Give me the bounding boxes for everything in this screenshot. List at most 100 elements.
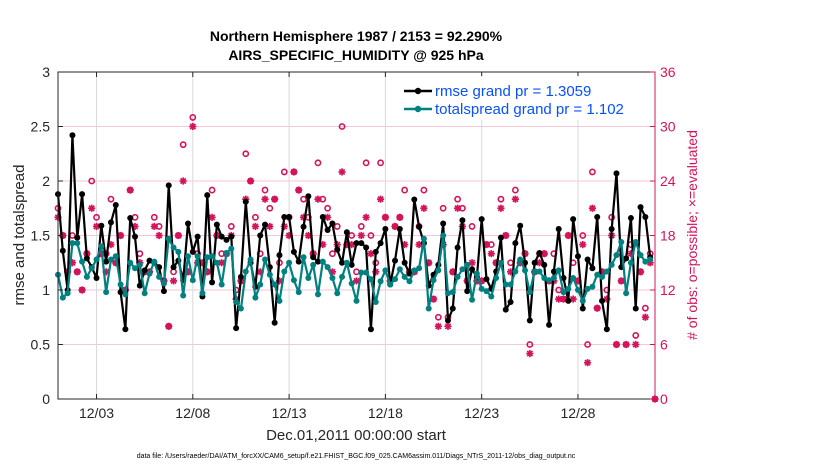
spread-point [608, 261, 615, 268]
evaluated-obs-marker [588, 204, 597, 212]
rmse-point [478, 216, 485, 223]
evaluated-obs-marker [338, 168, 346, 176]
spread-point [329, 275, 336, 282]
evaluated-obs-marker [126, 186, 134, 194]
rmse-point [286, 213, 293, 220]
possible-obs-marker [401, 186, 409, 194]
possible-obs-marker [584, 341, 591, 348]
evaluated-obs-stroke [319, 241, 326, 248]
possible-obs-marker [377, 159, 384, 167]
spread-point [367, 276, 374, 283]
evaluated-obs-stroke [488, 250, 495, 257]
spread-point [440, 232, 447, 239]
spread-point [522, 267, 529, 274]
rmse-point [165, 182, 172, 189]
spread-point [103, 289, 110, 296]
evaluated-obs-stroke [642, 314, 649, 321]
spread-point [189, 277, 196, 284]
evaluated-obs-marker [88, 204, 96, 212]
possible-obs-marker [88, 177, 96, 185]
legend-box [400, 76, 650, 120]
possible-obs-marker [208, 186, 216, 194]
spread-point [507, 281, 514, 288]
evaluated-obs-stroke [74, 268, 81, 276]
evaluated-obs-marker [189, 122, 197, 131]
evaluated-obs-marker [367, 250, 375, 258]
rmse-point [531, 259, 538, 266]
evaluated-obs-stroke [613, 341, 620, 348]
rmse-point [483, 276, 490, 283]
spread-point [637, 252, 644, 259]
spread-point [531, 268, 538, 275]
rmse-point [502, 306, 509, 313]
possible-obs-marker [507, 259, 514, 267]
evaluated-obs-stroke [589, 205, 596, 212]
rmse-point [79, 191, 86, 198]
evaluated-obs-stroke [526, 350, 534, 357]
evaluated-obs-stroke [175, 232, 182, 239]
evaluated-obs-marker [271, 195, 279, 203]
rmse-line [56, 134, 652, 331]
rmse-point [406, 270, 413, 277]
rmse-point [541, 261, 548, 268]
x-tick-label: 12/18 [368, 405, 403, 421]
evaluated-obs-stroke [584, 359, 591, 366]
evaluated-obs-marker [174, 231, 182, 240]
rmse-point [93, 275, 100, 282]
rmse-point [464, 288, 471, 295]
spread-point [464, 261, 471, 268]
spread-point [613, 252, 620, 259]
evaluated-obs-stroke [353, 277, 360, 285]
spread-point [122, 291, 129, 298]
y-tick-label: 1.5 [31, 228, 51, 244]
evaluated-obs-stroke [252, 223, 259, 230]
evaluated-obs-stroke [555, 295, 562, 303]
spread-point [252, 294, 259, 301]
evaluated-obs-stroke [151, 223, 158, 230]
rmse-point [194, 233, 201, 240]
rmse-point [401, 259, 408, 266]
spread-point [647, 256, 654, 263]
rmse-point [334, 246, 341, 253]
evaluated-obs-marker [396, 213, 404, 221]
evaluated-obs-stroke [449, 268, 456, 276]
evaluated-obs-stroke [218, 259, 225, 266]
x-tick-label: 12/23 [464, 405, 499, 421]
x-tick-label: 12/03 [79, 405, 114, 421]
evaluated-obs-stroke [266, 223, 274, 230]
evaluated-obs-marker [444, 322, 452, 330]
rmse-point [555, 225, 562, 232]
evaluated-obs-marker [526, 349, 534, 358]
rmse-point [141, 267, 148, 274]
spread-point [262, 256, 269, 263]
spread-point [233, 298, 240, 305]
possible-obs-marker [261, 186, 269, 194]
spread-point [478, 285, 485, 292]
spread-point [136, 261, 143, 268]
spread-point [247, 256, 254, 263]
evaluated-obs-marker [454, 204, 462, 212]
rmse-point [83, 255, 90, 262]
spread-point [194, 253, 201, 260]
rmse-point [209, 279, 216, 286]
evaluated-obs-marker [641, 313, 649, 321]
evaluated-obs-marker [324, 213, 332, 221]
spread-point [343, 259, 350, 266]
possible-obs-marker [227, 223, 235, 230]
possible-obs-marker [314, 159, 322, 167]
rmse-point [603, 326, 610, 333]
spread-point [314, 291, 321, 298]
evaluated-obs-stroke [179, 177, 187, 185]
evaluated-obs-marker [632, 340, 640, 349]
spread-point [425, 305, 432, 312]
possible-obs-marker [511, 186, 519, 194]
possible-obs-marker [179, 141, 187, 149]
rmse-point [233, 325, 240, 332]
y-axis-label: rmse and totalspread [11, 165, 28, 306]
possible-obs-marker [131, 213, 139, 221]
possible-obs-marker [357, 223, 365, 230]
rmse-point [560, 275, 567, 282]
spread-point [290, 277, 297, 284]
x-tick-label: 12/13 [272, 405, 307, 421]
